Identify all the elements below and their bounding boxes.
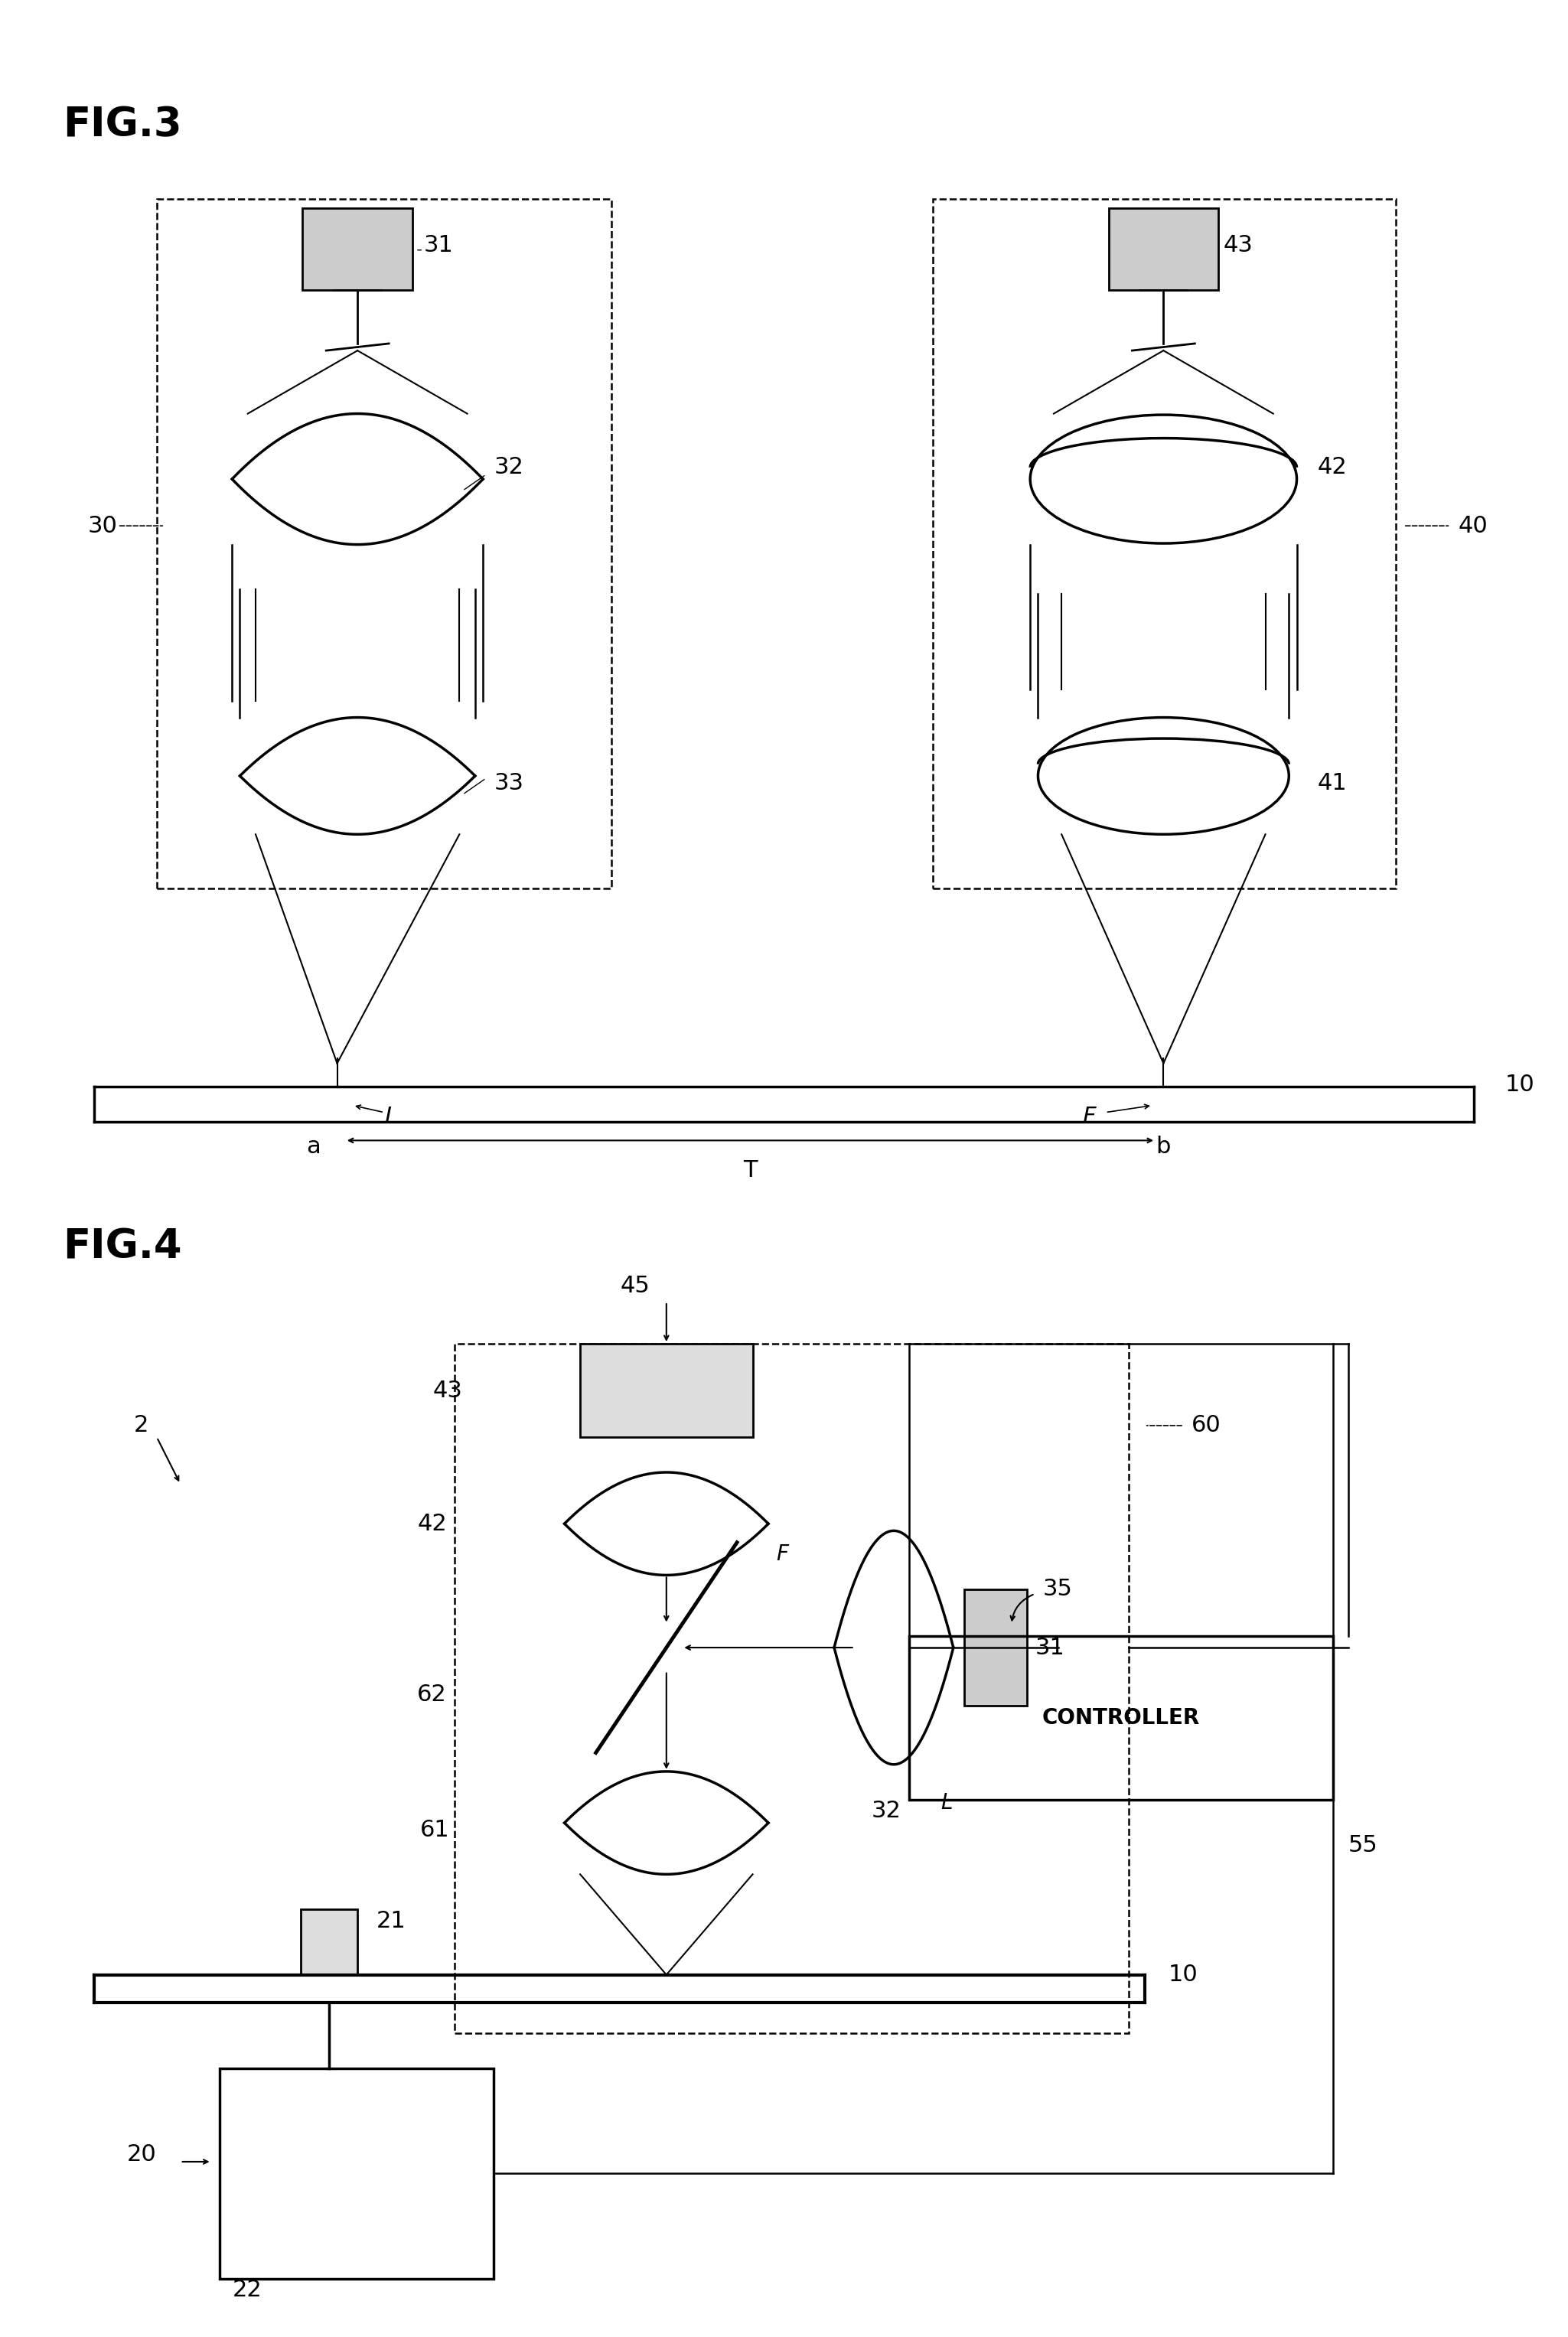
Text: 20: 20 <box>127 2143 157 2166</box>
Text: 22: 22 <box>232 2279 262 2300</box>
Text: 33: 33 <box>494 771 524 795</box>
Text: 32: 32 <box>872 1799 900 1821</box>
Text: 2: 2 <box>133 1414 149 1437</box>
Text: 21: 21 <box>376 1909 406 1933</box>
Text: 40: 40 <box>1458 514 1488 538</box>
Text: 31: 31 <box>1035 1636 1065 1659</box>
Text: L: L <box>384 1105 397 1129</box>
Text: 32: 32 <box>494 456 524 479</box>
Text: F: F <box>1082 1105 1096 1129</box>
Text: 35: 35 <box>1043 1577 1073 1601</box>
Text: 62: 62 <box>417 1683 447 1706</box>
FancyBboxPatch shape <box>964 1589 1027 1706</box>
FancyBboxPatch shape <box>301 1909 358 1975</box>
Text: 10: 10 <box>1168 1963 1198 1986</box>
FancyBboxPatch shape <box>580 1344 753 1437</box>
Text: a: a <box>306 1136 321 1157</box>
Text: FIG.4: FIG.4 <box>63 1227 182 1267</box>
Text: 42: 42 <box>417 1512 447 1535</box>
Text: 10: 10 <box>1505 1073 1535 1096</box>
Text: 42: 42 <box>1317 456 1347 479</box>
Text: F: F <box>776 1542 789 1566</box>
Text: 61: 61 <box>420 1818 450 1842</box>
Text: L: L <box>941 1792 953 1814</box>
FancyBboxPatch shape <box>1109 208 1218 290</box>
Text: 45: 45 <box>621 1276 649 1297</box>
Text: 43: 43 <box>1223 234 1253 257</box>
Text: 43: 43 <box>433 1379 463 1402</box>
Text: T: T <box>743 1159 757 1180</box>
Text: 55: 55 <box>1348 1835 1378 1856</box>
Text: 41: 41 <box>1317 771 1347 795</box>
Text: 31: 31 <box>423 234 453 257</box>
Text: 30: 30 <box>88 514 118 538</box>
Text: b: b <box>1156 1136 1171 1157</box>
Text: FIG.3: FIG.3 <box>63 105 182 145</box>
FancyBboxPatch shape <box>303 208 412 290</box>
Text: 60: 60 <box>1192 1414 1221 1437</box>
Text: CONTROLLER: CONTROLLER <box>1043 1706 1200 1729</box>
